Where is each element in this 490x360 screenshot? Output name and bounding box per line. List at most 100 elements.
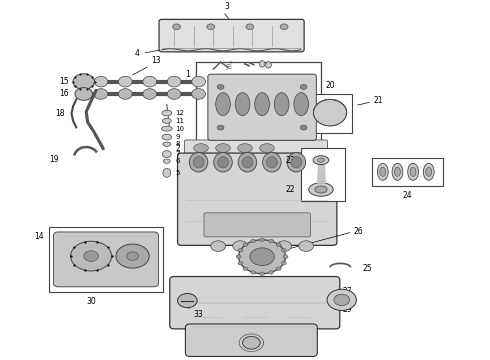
Ellipse shape xyxy=(313,156,329,165)
Text: 10: 10 xyxy=(175,126,185,132)
Circle shape xyxy=(250,248,274,266)
Text: 9: 9 xyxy=(175,134,180,140)
Circle shape xyxy=(260,238,265,242)
Text: 25: 25 xyxy=(362,264,372,273)
FancyBboxPatch shape xyxy=(159,19,304,52)
Ellipse shape xyxy=(392,163,403,180)
Circle shape xyxy=(327,289,356,310)
Ellipse shape xyxy=(192,89,205,99)
Text: 4: 4 xyxy=(135,49,140,58)
Bar xyxy=(308,94,352,133)
Text: 21: 21 xyxy=(373,96,383,105)
Text: 20: 20 xyxy=(325,81,335,90)
Circle shape xyxy=(73,74,95,89)
Circle shape xyxy=(233,241,247,251)
Circle shape xyxy=(300,125,307,130)
Text: 6: 6 xyxy=(175,158,180,164)
Ellipse shape xyxy=(260,144,274,153)
Ellipse shape xyxy=(193,157,204,168)
Ellipse shape xyxy=(259,61,265,67)
Ellipse shape xyxy=(119,76,132,87)
Text: 26: 26 xyxy=(353,227,363,236)
FancyBboxPatch shape xyxy=(204,213,311,237)
Ellipse shape xyxy=(255,93,270,116)
Text: 3: 3 xyxy=(224,2,229,11)
Text: 14: 14 xyxy=(34,232,44,241)
Circle shape xyxy=(84,251,98,261)
Ellipse shape xyxy=(263,153,281,172)
Circle shape xyxy=(236,255,241,258)
Circle shape xyxy=(127,252,139,260)
Ellipse shape xyxy=(162,118,171,123)
Bar xyxy=(196,62,321,142)
Bar xyxy=(372,158,443,186)
Ellipse shape xyxy=(94,76,108,87)
FancyBboxPatch shape xyxy=(184,140,328,156)
FancyBboxPatch shape xyxy=(185,324,318,356)
Ellipse shape xyxy=(291,157,302,168)
Circle shape xyxy=(239,240,286,274)
Ellipse shape xyxy=(216,93,230,116)
Text: 30: 30 xyxy=(86,297,96,306)
Ellipse shape xyxy=(194,144,208,153)
Text: 19: 19 xyxy=(49,155,59,164)
Ellipse shape xyxy=(167,89,181,99)
Ellipse shape xyxy=(162,150,171,158)
Circle shape xyxy=(217,85,224,89)
Ellipse shape xyxy=(238,153,257,172)
Circle shape xyxy=(238,248,243,252)
Text: 18: 18 xyxy=(55,109,64,118)
Text: 7: 7 xyxy=(175,151,180,157)
Text: 23: 23 xyxy=(286,156,295,165)
Ellipse shape xyxy=(192,76,205,87)
Ellipse shape xyxy=(94,89,108,99)
Ellipse shape xyxy=(214,153,232,172)
Circle shape xyxy=(116,244,149,268)
Text: 32: 32 xyxy=(128,259,137,265)
Ellipse shape xyxy=(163,142,171,146)
Ellipse shape xyxy=(167,76,181,87)
Circle shape xyxy=(269,239,273,243)
Text: 27: 27 xyxy=(343,287,352,296)
Ellipse shape xyxy=(315,186,327,193)
Circle shape xyxy=(251,271,256,274)
Ellipse shape xyxy=(318,158,325,162)
Ellipse shape xyxy=(189,153,208,172)
Circle shape xyxy=(243,336,260,349)
Circle shape xyxy=(299,241,314,251)
Circle shape xyxy=(243,267,248,270)
FancyBboxPatch shape xyxy=(170,276,340,329)
Circle shape xyxy=(281,261,286,265)
Text: 12: 12 xyxy=(175,110,185,116)
Ellipse shape xyxy=(235,93,250,116)
Ellipse shape xyxy=(163,159,170,163)
Ellipse shape xyxy=(410,167,416,176)
Text: 1: 1 xyxy=(186,69,190,78)
Circle shape xyxy=(211,241,225,251)
Text: 28: 28 xyxy=(246,251,255,257)
Ellipse shape xyxy=(377,163,388,180)
Bar xyxy=(49,227,163,292)
Ellipse shape xyxy=(238,144,252,153)
Circle shape xyxy=(276,267,281,270)
Text: 31: 31 xyxy=(87,260,96,266)
Text: 17: 17 xyxy=(76,84,86,93)
Circle shape xyxy=(246,24,254,30)
Circle shape xyxy=(277,241,292,251)
Circle shape xyxy=(71,241,112,271)
Ellipse shape xyxy=(218,157,228,168)
Ellipse shape xyxy=(314,99,346,126)
Ellipse shape xyxy=(380,167,386,176)
Ellipse shape xyxy=(394,167,400,176)
Circle shape xyxy=(217,125,224,130)
Ellipse shape xyxy=(423,163,434,180)
Circle shape xyxy=(300,85,307,89)
Ellipse shape xyxy=(309,183,333,196)
Text: 22: 22 xyxy=(286,185,295,194)
Circle shape xyxy=(243,243,248,247)
Circle shape xyxy=(251,239,256,243)
Circle shape xyxy=(207,24,215,30)
Ellipse shape xyxy=(119,89,132,99)
Ellipse shape xyxy=(162,110,172,116)
FancyBboxPatch shape xyxy=(53,232,159,287)
